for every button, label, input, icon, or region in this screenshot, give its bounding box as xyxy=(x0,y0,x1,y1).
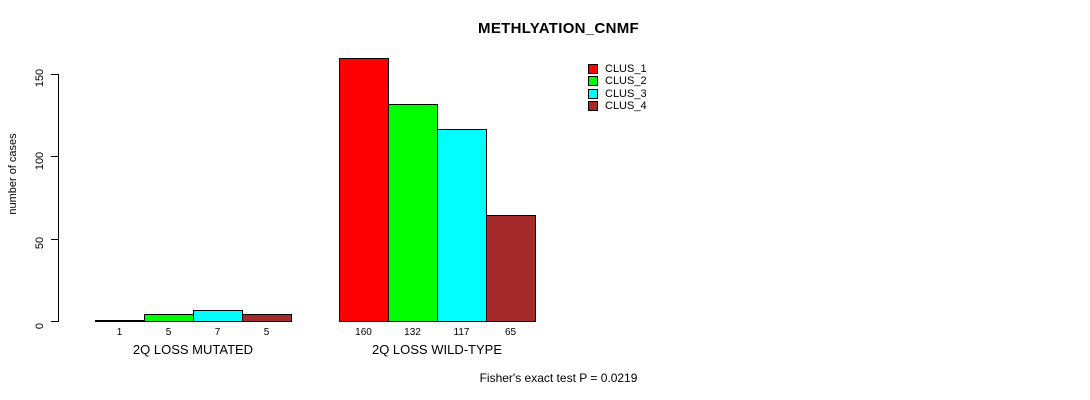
group-label: 2Q LOSS MUTATED xyxy=(132,342,254,357)
bar-value-label: 132 xyxy=(404,327,421,338)
legend-label: CLUS_3 xyxy=(605,87,647,100)
y-tick-label-text: 150 xyxy=(34,68,46,88)
legend-label: CLUS_2 xyxy=(605,75,647,88)
y-tick-label-text: 50 xyxy=(34,236,46,250)
group-label: 2Q LOSS WILD-TYPE xyxy=(371,342,503,357)
y-tick-label-text: 100 xyxy=(34,151,46,170)
legend-swatch-CLUS_4 xyxy=(588,100,598,111)
y-tick-mark xyxy=(51,73,58,75)
bar-CLUS_4 xyxy=(242,313,292,322)
legend-label: CLUS_4 xyxy=(605,99,647,112)
legend-swatch-CLUS_2 xyxy=(588,76,598,87)
bar-CLUS_1 xyxy=(339,57,389,322)
bar-value-label: 117 xyxy=(453,327,470,338)
bar-value-label: 1 xyxy=(116,327,123,338)
y-tick-label-text: 0 xyxy=(34,322,46,329)
bar-value-label: 5 xyxy=(165,327,172,338)
chart-title: METHLYATION_CNMF xyxy=(478,20,639,37)
bar-CLUS_2 xyxy=(388,103,438,322)
legend-swatch-CLUS_3 xyxy=(588,88,598,99)
bar-CLUS_3 xyxy=(437,128,487,322)
y-tick-mark xyxy=(51,156,58,157)
legend-swatch-CLUS_1 xyxy=(588,64,598,74)
fisher-test-annotation: Fisher's exact test P = 0.0219 xyxy=(479,371,638,385)
y-axis-line xyxy=(58,74,59,322)
bar-CLUS_3 xyxy=(193,309,243,322)
y-axis-label-text: number of cases xyxy=(7,133,19,215)
bar-CLUS_2 xyxy=(144,313,194,322)
bar-CLUS_1 xyxy=(95,319,145,322)
legend-label: CLUS_1 xyxy=(605,63,647,75)
bar-value-label: 65 xyxy=(504,327,517,338)
y-tick-mark xyxy=(51,321,58,322)
bar-value-label: 160 xyxy=(355,327,372,338)
bar-value-label: 5 xyxy=(263,327,270,338)
bar-CLUS_4 xyxy=(486,214,536,322)
y-tick-mark xyxy=(51,238,58,240)
bar-value-label: 7 xyxy=(214,327,221,338)
